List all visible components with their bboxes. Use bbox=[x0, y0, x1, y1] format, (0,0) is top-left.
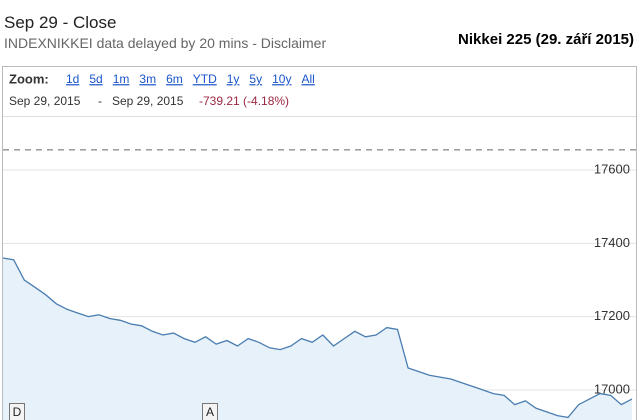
zoom-option[interactable]: 3m bbox=[139, 72, 156, 86]
zoom-option[interactable]: 10y bbox=[272, 72, 291, 86]
line bbox=[2, 257, 633, 419]
y-tick-label: 17600 bbox=[594, 161, 630, 176]
zoom-option[interactable]: All bbox=[301, 72, 314, 86]
news-flag-label: D bbox=[13, 405, 22, 419]
y-tick-label: 17000 bbox=[594, 381, 630, 396]
news-flag-label: A bbox=[206, 405, 214, 419]
news-flag[interactable] bbox=[202, 403, 218, 420]
zoom-option[interactable]: 6m bbox=[166, 72, 183, 86]
zoom-option[interactable]: 1y bbox=[227, 72, 240, 86]
zoom-option[interactable]: YTD bbox=[193, 72, 217, 86]
y-tick-label: 17400 bbox=[594, 235, 630, 250]
range-end: Sep 29, 2015 bbox=[112, 94, 184, 108]
zoom-option[interactable]: 5y bbox=[249, 72, 262, 86]
zoom-label: Zoom: bbox=[9, 71, 49, 86]
news-flag[interactable] bbox=[9, 403, 25, 420]
subtitle: INDEXNIKKEI data delayed by 20 mins - Di… bbox=[4, 35, 327, 51]
title: Sep 29 - Close bbox=[4, 13, 117, 32]
zoom-option[interactable]: 1m bbox=[113, 72, 130, 86]
chart-frame bbox=[2, 66, 637, 420]
range-separator: - bbox=[98, 94, 102, 108]
zoom-option[interactable]: 1d bbox=[66, 72, 79, 86]
zoom-option[interactable]: 5d bbox=[89, 72, 102, 86]
caption: Nikkei 225 (29. září 2015) bbox=[458, 31, 634, 48]
change: -739.21 (-4.18%) bbox=[199, 94, 289, 108]
y-tick-label: 17200 bbox=[594, 308, 630, 323]
range-start: Sep 29, 2015 bbox=[9, 94, 81, 108]
